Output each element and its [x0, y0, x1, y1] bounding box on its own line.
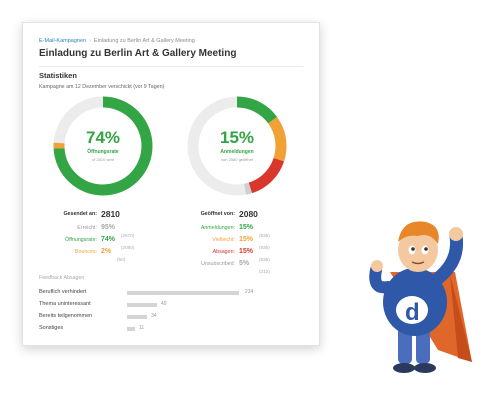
reg-label-row: Anmeldungen:	[173, 225, 235, 235]
feedback-label: Sonstiges	[39, 325, 64, 331]
reg-value: 15%	[239, 224, 254, 231]
reached-value: 95%	[101, 224, 116, 231]
reached-label: Erreicht:	[77, 225, 97, 231]
bounce-count: (50)	[117, 257, 126, 262]
decline-value-row: 15% (936)	[239, 248, 270, 262]
bounce-value-row: 2% (50)	[101, 248, 125, 262]
maybe-label-row: Vielleicht:	[173, 237, 235, 247]
maybe-value: 15%	[239, 236, 254, 243]
maybe-count: (936)	[259, 245, 270, 250]
feedback-bar	[127, 327, 135, 331]
unsub-label-row: Unsubscribed:	[173, 261, 235, 271]
opened-label-row: Geöffnet von:	[173, 211, 235, 221]
unsub-value: 5%	[239, 260, 250, 267]
open-rate-percent: 74%	[85, 128, 121, 147]
opened-label: Geöffnet von:	[200, 211, 235, 217]
breadcrumb: E-Mail-Kampagnen › Einladung zu Berlin Art…	[39, 38, 195, 44]
page-title: Einladung zu Berlin Art & Gallery Meetin…	[39, 48, 237, 59]
open-value: 74%	[101, 236, 116, 243]
feedback-bar	[127, 315, 147, 319]
maybe-label: Vielleicht:	[212, 237, 235, 243]
decline-label-row: Absagen:	[173, 249, 235, 259]
feedback-label: Beruflich verhindert	[39, 289, 87, 295]
ring-segment-opened	[53, 96, 153, 196]
bounce-value: 2%	[101, 248, 112, 255]
feedback-label: Bereits teilgenommen	[39, 313, 93, 319]
decline-label: Absagen:	[212, 249, 235, 255]
reg-count: (936)	[259, 233, 270, 238]
feedback-value: 49	[161, 301, 167, 307]
decline-value: 15%	[239, 248, 254, 255]
sent-label-row: Gesendet an:	[33, 211, 97, 221]
reg-value-row: 15% (936)	[239, 224, 270, 238]
unsub-value-row: 5% (312)	[239, 260, 270, 274]
registration-ring	[187, 96, 287, 196]
mascot-illustration: d	[369, 221, 472, 373]
sent-value: 2810	[101, 209, 120, 219]
registration-sub: von 2080 geöffnet	[221, 157, 253, 162]
open-rate-sub: of 2810 sent	[91, 157, 115, 162]
unsub-label: Unsubscribed:	[201, 261, 235, 267]
svg-text:d: d	[405, 299, 420, 326]
sent-label: Gesendet an:	[63, 211, 97, 217]
open-value-row: 74% (2080)	[101, 236, 134, 250]
open-rate-label: Öffnungsrate	[87, 149, 119, 155]
open-label: Öffnungsrate:	[65, 237, 97, 243]
feedback-label: Thema uninteressant	[39, 301, 91, 307]
breadcrumb-link-campaigns[interactable]: E-Mail-Kampagnen	[39, 38, 87, 44]
open-count: (2080)	[121, 245, 135, 250]
feedback-heading: Feedback Absagen	[39, 275, 85, 281]
registration-donut: 15% Anmeldungen von 2080 geöffnet	[187, 96, 287, 196]
reached-label-row: Erreicht:	[33, 225, 97, 235]
breadcrumb-separator: ›	[89, 38, 91, 44]
divider	[39, 66, 303, 67]
feedback-bar	[127, 291, 239, 295]
bounce-label-row: Bounces:	[33, 249, 97, 259]
registration-percent: 15%	[219, 128, 255, 147]
reached-count: (2670)	[121, 233, 135, 238]
breadcrumb-current: Einladung zu Berlin Art & Gallery Meetin…	[93, 38, 195, 44]
feedback-value: 11	[139, 325, 145, 331]
feedback-value: 34	[151, 313, 157, 319]
feedback-bar	[127, 303, 157, 307]
unsub-count: (312)	[259, 269, 270, 274]
ring-segment-vielleicht	[187, 96, 287, 196]
ring-segment-anmeldungen	[187, 96, 287, 196]
stats-heading: Statistiken	[39, 71, 77, 80]
reached-value-row: 95% (2670)	[101, 224, 134, 238]
registration-label: Anmeldungen	[220, 149, 254, 155]
maybe-value-row: 15% (936)	[239, 236, 270, 250]
open-rate-ring	[53, 96, 153, 196]
bounce-label: Bounces:	[74, 249, 97, 255]
stats-subtitle: Kampagne am 12 Dezember verschickt (vor …	[39, 84, 165, 90]
ring-segment-bounced	[53, 96, 153, 196]
campaign-card: E-Mail-Kampagnen › Einladung zu Berlin Art…	[22, 22, 320, 346]
open-rate-donut: 74% Öffnungsrate of 2810 sent	[53, 96, 153, 196]
decline-count: (936)	[259, 257, 270, 262]
feedback-value: 234	[245, 289, 254, 295]
opened-value: 2080	[239, 209, 258, 219]
open-label-row: Öffnungsrate:	[33, 237, 97, 247]
reg-label: Anmeldungen:	[200, 225, 235, 231]
